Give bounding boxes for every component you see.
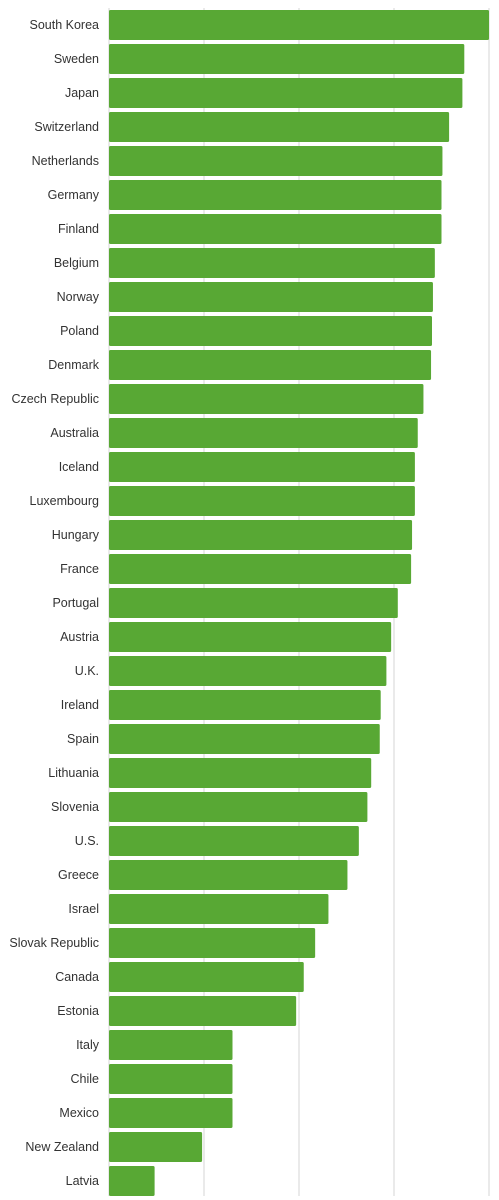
category-label: Portugal xyxy=(52,596,99,610)
bar xyxy=(109,928,316,958)
category-label: New Zealand xyxy=(25,1140,99,1154)
bar xyxy=(109,282,433,312)
bar xyxy=(109,112,450,142)
category-label: Lithuania xyxy=(48,766,99,780)
bar xyxy=(109,248,435,278)
bar xyxy=(109,996,297,1026)
category-label: Germany xyxy=(48,188,100,202)
bar xyxy=(109,486,415,516)
bar xyxy=(109,656,387,686)
category-label: U.S. xyxy=(75,834,99,848)
category-label: Luxembourg xyxy=(30,494,100,508)
category-label: Norway xyxy=(57,290,100,304)
bar xyxy=(109,452,415,482)
bar xyxy=(109,520,413,550)
bar xyxy=(109,860,348,890)
bar xyxy=(109,350,432,380)
bar xyxy=(109,690,381,720)
bar xyxy=(109,758,372,788)
category-label: South Korea xyxy=(30,18,100,32)
bar xyxy=(109,826,359,856)
bar xyxy=(109,894,329,924)
category-label: Greece xyxy=(58,868,99,882)
category-label: Czech Republic xyxy=(11,392,99,406)
bars xyxy=(109,10,489,1196)
category-label: Slovak Republic xyxy=(9,936,99,950)
bar xyxy=(109,792,368,822)
category-label: Iceland xyxy=(59,460,99,474)
bar xyxy=(109,588,398,618)
category-label: Latvia xyxy=(66,1174,99,1188)
category-label: Australia xyxy=(50,426,99,440)
category-label: Slovenia xyxy=(51,800,99,814)
bar xyxy=(109,724,380,754)
bar xyxy=(109,1166,155,1196)
category-labels: South Korea Sweden Japan Switzerland Netherl… xyxy=(9,18,99,1188)
category-label: Canada xyxy=(55,970,99,984)
category-label: U.K. xyxy=(75,664,99,678)
category-label: Chile xyxy=(71,1072,100,1086)
category-label: Spain xyxy=(67,732,99,746)
category-label: Denmark xyxy=(48,358,99,372)
category-label: Poland xyxy=(60,324,99,338)
bar xyxy=(109,1132,203,1162)
bar xyxy=(109,1064,233,1094)
bar xyxy=(109,78,463,108)
bar xyxy=(109,214,442,244)
category-label: Netherlands xyxy=(32,154,99,168)
category-label: Ireland xyxy=(61,698,99,712)
category-label: Italy xyxy=(76,1038,100,1052)
bar xyxy=(109,418,418,448)
category-label: France xyxy=(60,562,99,576)
category-label: Switzerland xyxy=(34,120,99,134)
category-label: Estonia xyxy=(57,1004,99,1018)
bar xyxy=(109,1098,233,1128)
bar xyxy=(109,1030,233,1060)
bar xyxy=(109,146,443,176)
category-label: Mexico xyxy=(59,1106,99,1120)
category-label: Israel xyxy=(68,902,99,916)
category-label: Belgium xyxy=(54,256,99,270)
bar xyxy=(109,554,412,584)
bar xyxy=(109,962,304,992)
category-label: Japan xyxy=(65,86,99,100)
category-label: Austria xyxy=(60,630,99,644)
bar xyxy=(109,10,489,40)
bar xyxy=(109,180,442,210)
bar xyxy=(109,384,424,414)
bar xyxy=(109,316,432,346)
category-label: Hungary xyxy=(52,528,100,542)
category-label: Sweden xyxy=(54,52,99,66)
bar xyxy=(109,44,465,74)
category-label: Finland xyxy=(58,222,99,236)
bar xyxy=(109,622,392,652)
